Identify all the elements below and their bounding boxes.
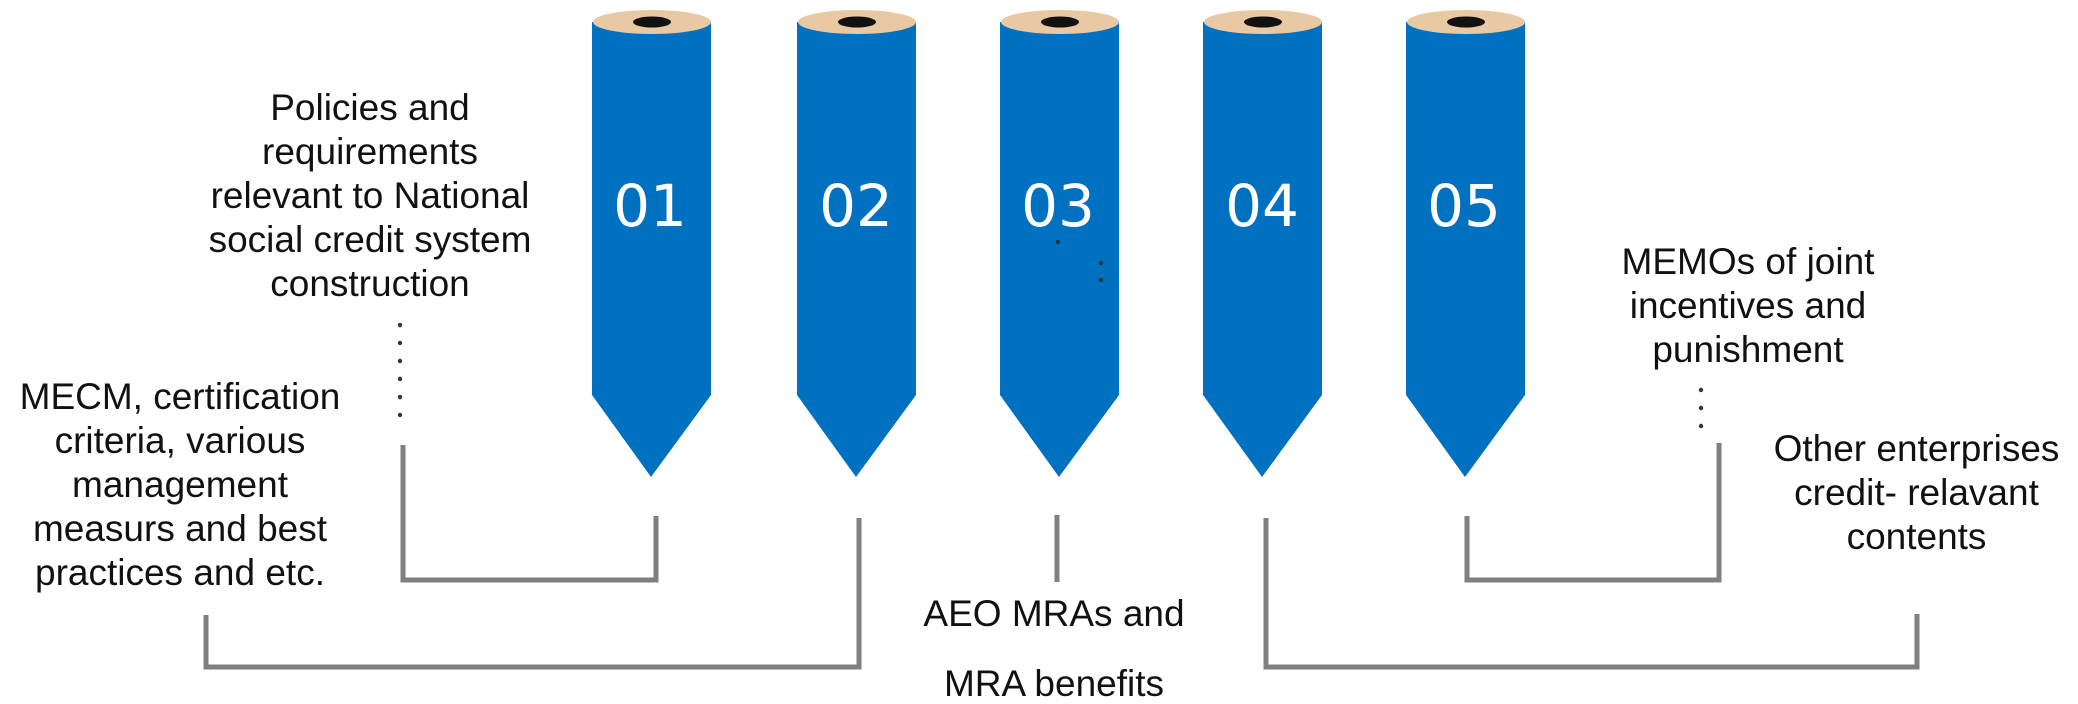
dot	[397, 394, 403, 400]
dot	[397, 412, 403, 418]
dot	[1055, 239, 1061, 245]
dot	[1698, 405, 1704, 411]
label-aeo: AEO MRAs and MRA benefits	[923, 593, 1185, 704]
pencil-hole	[1041, 16, 1079, 28]
pencil-hole	[633, 16, 671, 28]
pencil-number: 05	[1427, 172, 1501, 240]
pencil-04: 04	[1203, 10, 1322, 477]
pencil-01: 01	[592, 10, 711, 477]
connector-01-policies	[400, 445, 659, 583]
dot	[1698, 423, 1704, 429]
dotted-leader-memos	[1698, 387, 1704, 429]
pencil-hole	[838, 16, 876, 28]
pencil-03: 03	[1000, 10, 1119, 477]
dot	[397, 322, 403, 328]
pencil-body	[797, 22, 916, 477]
dotted-leader-policies	[397, 322, 403, 418]
pencil-body	[1203, 22, 1322, 477]
pencil-number: 04	[1225, 172, 1299, 240]
label-memos: MEMOs of joint incentives and punishment	[1621, 241, 1875, 370]
pencil-number: 01	[613, 172, 687, 240]
label-policies: Policies and requirements relevant to Na…	[208, 87, 532, 304]
label-other: Other enterprises credit- relavant conte…	[1773, 428, 2060, 557]
dot	[1698, 387, 1704, 393]
pencil-body	[592, 22, 711, 477]
dot	[1098, 277, 1104, 283]
pencil-body	[1000, 22, 1119, 477]
pencil-body	[1406, 22, 1525, 477]
connector-02-mecm	[203, 518, 862, 670]
pencil-number: 03	[1021, 172, 1095, 240]
connector-05-memos	[1464, 443, 1722, 583]
dot	[397, 376, 403, 382]
dot	[397, 358, 403, 364]
label-mecm: MECM, certification criteria, various ma…	[19, 376, 341, 593]
pencil-02: 02	[797, 10, 916, 477]
pencil-hole	[1447, 16, 1485, 28]
pencil-05: 05	[1406, 10, 1525, 477]
pencil-number: 02	[819, 172, 893, 240]
connector-04-other	[1263, 518, 1920, 670]
pencil-hole	[1244, 16, 1282, 28]
dot	[397, 340, 403, 346]
dot	[1098, 260, 1104, 266]
